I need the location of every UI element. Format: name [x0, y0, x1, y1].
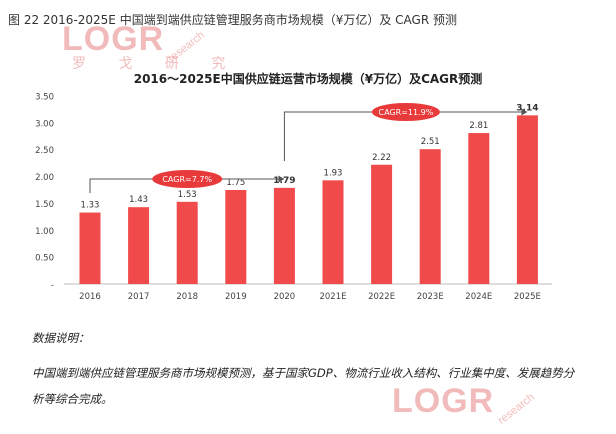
bar [516, 115, 538, 284]
bar [419, 149, 441, 284]
x-tick-label: 2020 [274, 292, 296, 302]
bar [468, 133, 490, 284]
bar-value-label: 1.33 [81, 201, 100, 211]
x-tick-label: 2021E [319, 292, 346, 302]
y-tick-label: 3.50 [35, 93, 54, 103]
cagr-pill [371, 103, 440, 121]
bar [79, 212, 101, 284]
bar-value-label: 1.43 [129, 195, 148, 205]
x-tick-label: 2023E [417, 292, 444, 302]
bar [273, 187, 295, 284]
y-tick-label: 3.00 [35, 119, 54, 129]
bar [371, 164, 393, 284]
chart-title: 2016～2025E中国供应链运营市场规模（¥万亿）及CAGR预测 [133, 72, 483, 86]
x-tick-label: 2019 [225, 292, 247, 302]
bar [128, 207, 150, 284]
bar-value-label: 3.14 [516, 103, 538, 113]
bar [225, 190, 247, 284]
y-tick-label: 2.00 [35, 173, 54, 183]
notes-title: 数据说明： [32, 331, 90, 345]
cagr-annotation: CAGR=11.9% [283, 103, 528, 161]
bar [176, 201, 198, 284]
y-tick-label: 2.50 [35, 146, 54, 156]
cagr-label: CAGR=11.9% [379, 108, 434, 117]
y-tick-label: 1.50 [35, 200, 54, 210]
cagr-annotation: CAGR=7.7% [89, 170, 285, 193]
cagr-arrowhead [278, 175, 285, 183]
cagr-arrowhead [521, 108, 528, 116]
y-tick-label: 0.50 [35, 254, 54, 264]
notes-body: 中国端到端供应链管理服务商市场规模预测，基于国家GDP、物流行业收入结构、行业集… [32, 366, 575, 406]
bar-value-label: 2.51 [421, 137, 440, 147]
y-tick-label: 1.00 [35, 227, 54, 237]
bar-value-label: 1.93 [324, 168, 343, 178]
x-tick-label: 2024E [465, 292, 492, 302]
cagr-connector [283, 111, 523, 161]
bar-value-label: 1.75 [226, 178, 245, 188]
bar [322, 180, 344, 284]
x-tick-label: 2022E [368, 292, 395, 302]
cagr-pill [152, 170, 223, 188]
bar-value-label: 1.79 [273, 176, 295, 186]
x-tick-label: 2025E [514, 292, 541, 302]
y-tick-label: - [51, 281, 54, 291]
cagr-label: CAGR=7.7% [162, 175, 212, 184]
bar-value-label: 2.22 [372, 153, 391, 163]
bar-value-label: 2.81 [469, 121, 488, 131]
x-tick-label: 2018 [176, 292, 198, 302]
bar-value-label: 1.53 [178, 190, 197, 200]
cagr-annotations: CAGR=7.7% CAGR=11.9% [89, 103, 528, 193]
bars: 1.33 2016 1.43 2017 1.53 2018 1.75 2019 1.79 2020… [79, 103, 541, 302]
figure-caption: 图 22 2016-2025E 中国端到端供应链管理服务商市场规模（¥万亿）及 … [8, 13, 457, 27]
x-tick-label: 2017 [128, 292, 150, 302]
x-tick-label: 2016 [79, 292, 101, 302]
